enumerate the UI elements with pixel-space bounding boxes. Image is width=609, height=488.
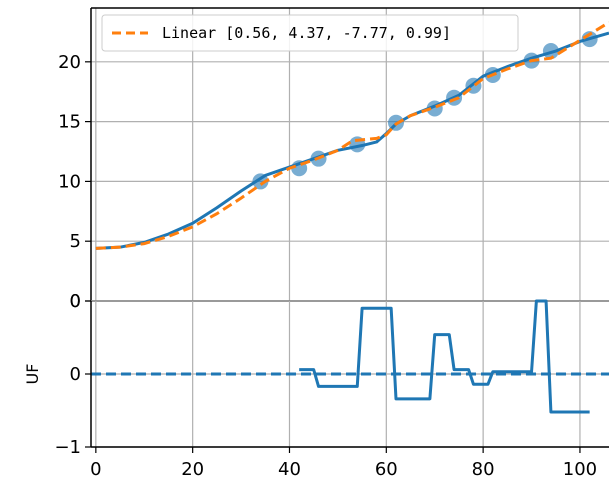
top-series — [95, 21, 609, 250]
bottom-series — [91, 299, 609, 414]
bottom-panel: −1 0 0 0 20 40 60 80 100 UF — [23, 291, 609, 480]
x-tick-label: 20 — [181, 459, 204, 480]
x-tick-label: 0 — [90, 459, 101, 480]
bottom-y-tick-label: 0 — [70, 291, 81, 312]
top-y-tick-labels: 0 5 10 15 20 — [58, 52, 91, 312]
top-gridlines — [91, 8, 609, 302]
data-point — [542, 43, 559, 60]
legend-box — [101, 14, 519, 52]
data-point — [446, 89, 463, 106]
top-y-tick-label: 20 — [58, 52, 81, 73]
x-tick-labels: 0 20 40 60 80 100 — [90, 447, 597, 480]
bottom-y-tick-labels: −1 0 0 — [54, 291, 91, 458]
uf-series-line — [299, 299, 590, 414]
top-panel: 0 5 10 15 20 Linear [0.56, 4.37, -7.77, 0.99… — [58, 7, 609, 312]
bottom-y-tick-label: −1 — [54, 437, 81, 458]
bottom-axes-frame — [90, 301, 609, 448]
x-tick-label: 40 — [278, 459, 301, 480]
data-point — [252, 173, 269, 190]
top-axes-frame — [90, 7, 609, 302]
bottom-y-tick-label: 0 — [70, 364, 81, 385]
top-y-tick-label: 10 — [58, 171, 81, 192]
series-linear-fit — [95, 21, 609, 250]
top-y-tick-label: 0 — [70, 291, 81, 312]
x-tick-label: 60 — [375, 459, 398, 480]
legend: Linear [0.56, 4.37, -7.77, 0.99] — [101, 14, 519, 52]
series-solid-line — [95, 31, 609, 250]
top-y-tick-label: 5 — [70, 231, 81, 252]
top-y-tick-label: 15 — [58, 112, 81, 133]
x-tick-label: 100 — [563, 459, 597, 480]
legend-entry-label: Linear [0.56, 4.37, -7.77, 0.99] — [162, 24, 451, 42]
bottom-y-axis-label: UF — [23, 364, 42, 385]
x-tick-label: 80 — [472, 459, 495, 480]
